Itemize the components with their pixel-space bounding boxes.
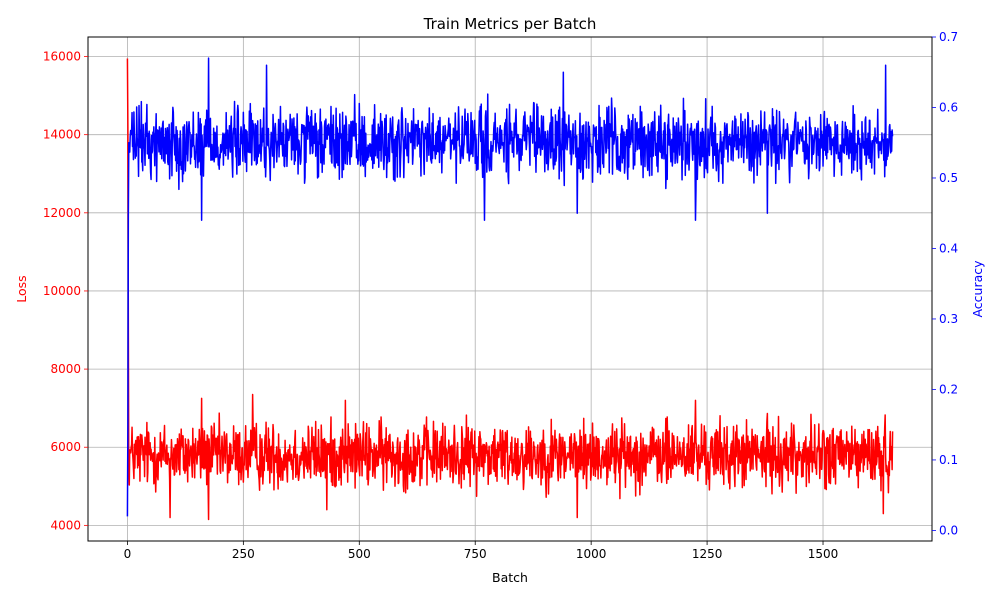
accuracy-series-line [126,57,894,517]
chart-title: Train Metrics per Batch [423,15,597,33]
x-tick-label: 1500 [808,547,839,561]
y-right-tick-label: 0.1 [939,453,958,467]
y-left-tick-label: 6000 [50,440,81,454]
loss-series-line [126,58,894,521]
x-tick-label: 750 [464,547,487,561]
x-tick-label: 1000 [576,547,607,561]
y-left-tick-label: 8000 [50,362,81,376]
y-left-tick-label: 16000 [43,50,81,64]
x-axis: 0 250 500 750 1000 1250 1500 [124,541,839,561]
x-axis-label: Batch [492,570,528,585]
y-axis-left-label: Loss [14,275,29,302]
x-tick-label: 500 [348,547,371,561]
y-right-tick-label: 0.2 [939,382,958,396]
y-left-tick-label: 4000 [50,518,81,532]
y-right-tick-label: 0.4 [939,241,958,255]
y-left-tick-label: 14000 [43,128,81,142]
series-layer [126,57,894,521]
y-right-tick-label: 0.0 [939,523,958,537]
y-left-tick-label: 12000 [43,206,81,220]
y-left-tick-label: 10000 [43,284,81,298]
y-right-tick-label: 0.6 [939,100,958,114]
plot-frame [87,36,933,542]
y-axis-right: 0.0 0.1 0.2 0.3 0.4 0.5 0.6 0.7 [932,30,958,537]
y-axis-right-label: Accuracy [970,260,985,318]
x-tick-label: 0 [124,547,132,561]
y-right-tick-label: 0.7 [939,30,958,44]
y-axis-left: 4000 6000 8000 10000 12000 14000 16000 [43,50,88,532]
x-tick-label: 1250 [692,547,723,561]
y-right-tick-label: 0.3 [939,312,958,326]
x-tick-label: 250 [232,547,255,561]
y-right-tick-label: 0.5 [939,171,958,185]
